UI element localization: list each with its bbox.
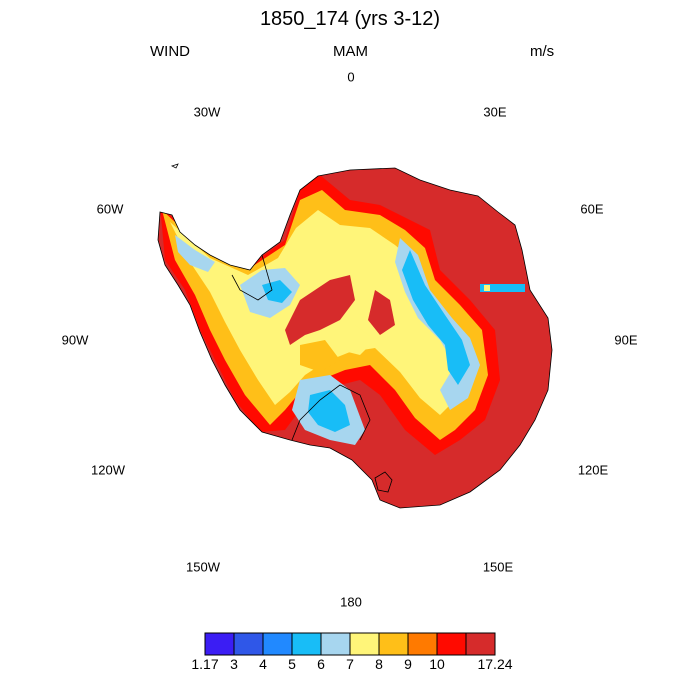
colorbar-label-10: 17.24 xyxy=(477,656,513,672)
wind-field xyxy=(158,168,552,508)
colorbar-box-2 xyxy=(233,632,264,656)
left-string: WIND xyxy=(150,43,190,60)
field-band-7-8-amery xyxy=(484,285,490,291)
colorbar-label-3: 4 xyxy=(259,656,267,672)
center-string: MAM xyxy=(333,43,368,60)
colorbar-box-7 xyxy=(378,632,409,656)
colorbar-label-5: 6 xyxy=(317,656,325,672)
colorbar-label-4: 5 xyxy=(288,656,296,672)
lon-label-90w: 90W xyxy=(61,332,89,348)
field-band-5-6-ross xyxy=(308,390,350,432)
field-band-8-9-dome xyxy=(300,340,340,372)
colorbar-box-9 xyxy=(436,632,467,656)
lon-label-30w: 30W xyxy=(193,104,221,120)
coast-detail xyxy=(374,471,393,493)
field-band-6-7-peninsula xyxy=(175,235,215,272)
colorbar-label-2: 3 xyxy=(230,656,238,672)
lon-label-120w: 120W xyxy=(91,462,125,478)
colorbar-label-8: 9 xyxy=(404,656,412,672)
field-band-10-17-interior-west xyxy=(285,275,355,345)
lon-label-90e: 90E xyxy=(614,332,638,348)
lon-label-30e: 30E xyxy=(483,104,507,120)
field-band-5-6-east xyxy=(402,250,470,385)
lon-label-180: 180 xyxy=(340,594,362,610)
colorbar-box-1 xyxy=(204,632,235,656)
lon-label-60e: 60E xyxy=(580,201,604,217)
plot-title: 1850_174 (yrs 3-12) xyxy=(259,8,441,30)
right-string: m/s xyxy=(530,43,555,60)
colorbar-box-5 xyxy=(320,632,351,656)
colorbar-box-3 xyxy=(262,632,293,656)
field-band-5-6-weddell xyxy=(262,280,292,303)
field-band-10-17-interior-center xyxy=(368,290,395,335)
colorbar-label-9: 10 xyxy=(429,656,445,672)
ronne-ice-shelf-edge xyxy=(231,254,273,301)
colorbar-label-7: 8 xyxy=(375,656,383,672)
lon-label-120e: 120E xyxy=(577,462,609,478)
colorbar xyxy=(204,632,496,656)
field-band-5-6-amery xyxy=(480,284,525,292)
colorbar-box-8 xyxy=(407,632,438,656)
lon-label-60w: 60W xyxy=(96,201,124,217)
field-band-7-8-dome xyxy=(330,325,375,355)
colorbar-box-10 xyxy=(465,632,496,656)
ross-ice-shelf-edge xyxy=(291,384,371,441)
lon-label-150w: 150W xyxy=(186,559,220,575)
colorbar-label-6: 7 xyxy=(346,656,354,672)
colorbar-box-4 xyxy=(291,632,322,656)
lon-label-150e: 150E xyxy=(482,559,514,575)
lon-label-0: 0 xyxy=(347,69,355,85)
coastline xyxy=(157,167,553,509)
colorbar-box-6 xyxy=(349,632,380,656)
island xyxy=(170,163,179,169)
colorbar-label-1: 1.17 xyxy=(191,656,219,672)
